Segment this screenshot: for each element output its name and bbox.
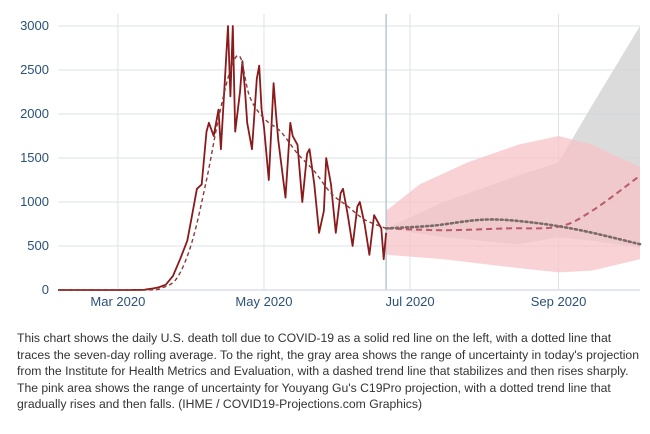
daily-deaths-line: [58, 25, 387, 291]
y-axis-ticks: 0 500 1000 1500 2000 2500 3000: [20, 18, 49, 297]
ihme-trend-line: [386, 174, 641, 232]
x-tick-label-0: Mar 2020: [90, 294, 145, 309]
y-tick-label-500: 500: [27, 238, 49, 253]
chart: 0 500 1000 1500 2000 2500 3000 Mar 2020 May 202…: [20, 14, 642, 309]
y-tick-label-0: 0: [42, 282, 49, 297]
y-tick-label-3000: 3000: [20, 18, 49, 33]
chart-grid: [58, 14, 640, 291]
x-axis-ticks: Mar 2020 May 2020 Jul 2020 Sep 2020: [90, 294, 586, 309]
y-tick-label-1500: 1500: [20, 150, 49, 165]
x-tick-label-2: Jul 2020: [385, 294, 434, 309]
rolling-average-line: [57, 54, 387, 291]
chart-bands: [386, 26, 640, 273]
chart-caption: This chart shows the daily U.S. death to…: [17, 331, 639, 412]
c19pro-trend-line: [384, 218, 642, 246]
y-tick-label-2000: 2000: [20, 106, 49, 121]
x-tick-label-3: Sep 2020: [531, 294, 587, 309]
c19pro-uncertainty-band: [386, 136, 640, 273]
y-tick-label-2500: 2500: [20, 62, 49, 77]
chart-lines: [57, 14, 642, 291]
y-tick-label-1000: 1000: [20, 194, 49, 209]
x-tick-label-1: May 2020: [235, 294, 292, 309]
